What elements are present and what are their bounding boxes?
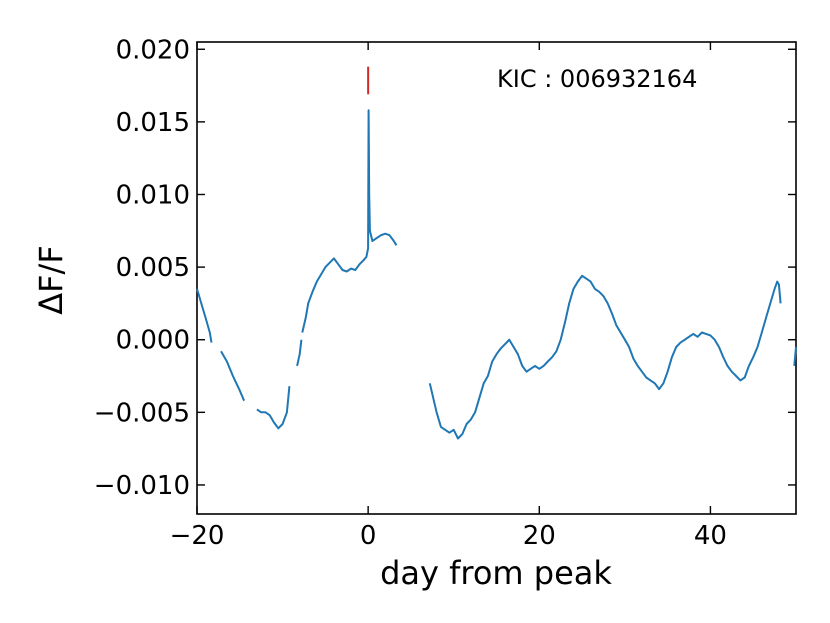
y-tick-label: 0.020 xyxy=(116,35,190,65)
light-curve-segment-3 xyxy=(256,386,291,430)
series-layer xyxy=(196,109,797,440)
kic-annotation: KIC : 006932164 xyxy=(497,65,697,93)
y-axis-ticks: −0.010 −0.005 0.000 0.005 0.010 0.015 0.020 xyxy=(94,35,796,501)
light-curve-segment-4 xyxy=(296,339,303,367)
y-tick-label: 0.015 xyxy=(116,108,190,138)
light-curve-segment-2 xyxy=(220,350,246,402)
y-tick-label: 0.000 xyxy=(116,326,190,356)
light-curve-segment-7 xyxy=(793,346,797,366)
light-curve-segment-6 xyxy=(428,274,782,440)
y-tick-label: 0.005 xyxy=(116,253,190,283)
y-tick-label: −0.010 xyxy=(94,471,190,501)
y-tick-label: 0.010 xyxy=(116,180,190,210)
light-curve-segment-1 xyxy=(196,288,213,343)
plot-area-frame xyxy=(196,41,797,515)
y-axis-label: ΔF/F xyxy=(32,245,70,314)
x-tick-label: 20 xyxy=(523,521,556,551)
x-axis-ticks: −20 0 20 40 xyxy=(170,42,727,551)
x-axis-label: day from peak xyxy=(380,554,612,592)
x-tick-label: 0 xyxy=(360,521,377,551)
light-curve-segment-5 xyxy=(301,109,398,333)
x-tick-label: 40 xyxy=(694,521,727,551)
y-tick-label: −0.005 xyxy=(94,398,190,428)
x-tick-label: −20 xyxy=(170,521,225,551)
